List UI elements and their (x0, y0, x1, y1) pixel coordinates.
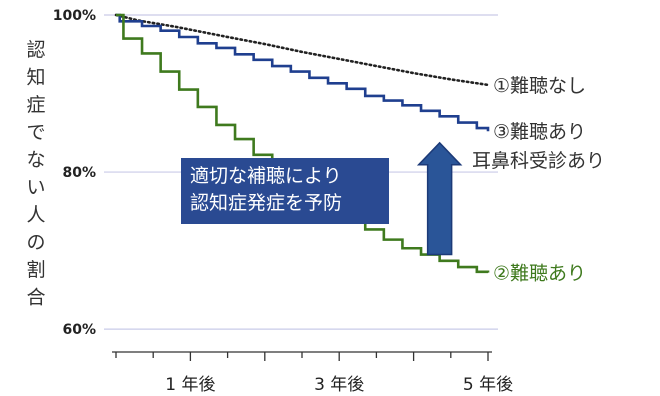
x-tick-label: 5 年後 (463, 375, 513, 395)
series-label-2: ③難聴あり (493, 121, 586, 143)
callout-box (181, 158, 389, 224)
axes: 100% 80% 60% 1 年後 3 年後 5 年後 認知症でない人の割合 (26, 8, 513, 395)
callout-text-line: 適切な補聴により (190, 165, 342, 187)
y-tick-label: 80% (62, 165, 96, 181)
series-line-1 (114, 13, 490, 87)
x-tick-label: 1 年後 (165, 375, 215, 395)
series-line-2 (116, 13, 490, 132)
y-axis-label: 認知症でない人の割合 (26, 39, 45, 309)
series-label-1: ①難聴なし (493, 75, 586, 97)
x-tick-label: 3 年後 (314, 375, 364, 395)
y-tick-label: 100% (53, 8, 96, 24)
series-label-2: 耳鼻科受診あり (472, 150, 605, 172)
series-label-3: ②難聴あり (493, 263, 586, 285)
y-tick-label: 60% (62, 322, 96, 338)
up-arrow-icon (416, 141, 463, 256)
callout-text-line: 認知症発症を予防 (190, 192, 342, 214)
